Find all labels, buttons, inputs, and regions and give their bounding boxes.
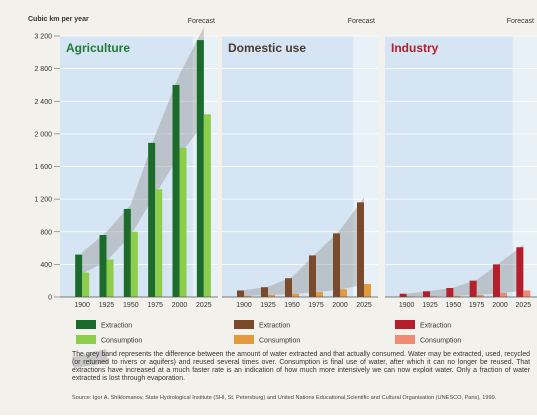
panel-title: Agriculture [66, 41, 130, 55]
x-tick-label: 2000 [172, 302, 188, 309]
legend-industry-consumption: Consumption [420, 338, 461, 345]
extraction-bar-1900 [237, 290, 244, 297]
consumption-bar-1975 [316, 292, 323, 297]
extraction-bar-1950 [446, 288, 454, 297]
y-tick-label: 3 200 [34, 34, 52, 41]
y-tick-label: 400 [40, 262, 52, 269]
x-tick-label: 1975 [147, 302, 163, 309]
panel-0: 1900 1925 1950 1975 2000 2025 Agriculture Forec… [60, 18, 218, 309]
legend-domestic-extraction: Extraction [259, 323, 290, 330]
consumption-bar-2025 [203, 114, 211, 297]
legend-swatch-agriculture-consumption [76, 335, 96, 344]
legend-swatch-agriculture-extraction [76, 320, 96, 329]
x-tick-label: 1925 [260, 302, 276, 309]
consumption-bar-1975 [476, 294, 484, 297]
consumption-bar-2000 [340, 289, 347, 297]
extraction-bar-1975 [309, 255, 316, 297]
legend-domestic-consumption: Consumption [259, 338, 300, 345]
extraction-bar-2000 [172, 84, 180, 297]
x-tick-label: 1950 [284, 302, 300, 309]
consumption-bar-1900 [244, 295, 251, 297]
grey-band-note: The grey band represents the difference … [72, 351, 530, 383]
consumption-bar-1950 [453, 295, 461, 297]
forecast-label: Forecast [348, 18, 375, 25]
y-tick-label: 1 600 [34, 164, 52, 171]
extraction-bar-2000 [493, 264, 500, 297]
x-tick-label: 2000 [492, 302, 508, 309]
grey-band-legend [72, 349, 108, 368]
x-tick-label: 2000 [332, 302, 348, 309]
y-tick-label: 2 800 [34, 66, 52, 73]
panel-1: 1900 1925 1950 1975 2000 2025 Domestic use Fore… [222, 18, 378, 309]
x-tick-label: 2025 [196, 302, 212, 309]
x-tick-label: 1925 [422, 302, 438, 309]
y-tick-label: 800 [40, 229, 52, 236]
legend-swatch-domestic-consumption [234, 335, 254, 344]
legend-agriculture-extraction: Extraction [101, 323, 132, 330]
x-tick-label: 1900 [399, 302, 415, 309]
extraction-bar-1900 [75, 254, 83, 297]
y-tick-label: 2 400 [34, 99, 52, 106]
x-tick-label: 1900 [236, 302, 252, 309]
consumption-bar-2025 [523, 290, 531, 297]
legend-industry-extraction: Extraction [420, 323, 451, 330]
x-tick-label: 1900 [74, 302, 90, 309]
extraction-bar-1900 [399, 293, 407, 297]
forecast-label: Forecast [507, 18, 534, 25]
legend-swatch-domestic-extraction [234, 320, 254, 329]
extraction-bar-1975 [469, 280, 477, 297]
legend-swatch-industry-extraction [395, 320, 415, 329]
extraction-bar-1925 [261, 287, 268, 297]
consumption-bar-2000 [500, 292, 507, 297]
y-tick-label: 0 [48, 295, 52, 302]
consumption-bar-2000 [179, 147, 187, 297]
panel-title: Industry [391, 41, 439, 55]
consumption-bar-2025 [364, 283, 371, 297]
consumption-bar-1925 [430, 296, 437, 297]
y-tick-label: 2 000 [34, 131, 52, 138]
consumption-bar-1950 [292, 293, 299, 297]
extraction-bar-2025 [516, 247, 524, 297]
x-tick-label: 1950 [446, 302, 462, 309]
source-note: Source: Igor A. Shiklomanov, State Hydro… [72, 395, 497, 401]
extraction-bar-2025 [357, 202, 364, 297]
x-tick-label: 2025 [356, 302, 372, 309]
x-tick-label: 1975 [469, 302, 485, 309]
legend-swatch-industry-consumption [395, 335, 415, 344]
extraction-bar-1925 [423, 291, 430, 297]
consumption-bar-1925 [106, 259, 114, 297]
extraction-bar-1925 [99, 235, 107, 297]
consumption-bar-1900 [82, 272, 90, 297]
extraction-bar-1975 [148, 142, 156, 297]
y-axis-label: Cubic km per year [28, 16, 89, 23]
x-tick-label: 1925 [99, 302, 115, 309]
x-tick-label: 1950 [123, 302, 139, 309]
x-tick-label: 1975 [308, 302, 324, 309]
extraction-bar-1950 [285, 278, 292, 297]
chart-panels: 1900 1925 1950 1975 2000 2025 Agriculture Forec… [60, 18, 537, 309]
y-tick-label: 1 200 [34, 197, 52, 204]
forecast-label: Forecast [188, 18, 215, 25]
extraction-bar-2000 [333, 233, 340, 297]
panel-2: 1900 1925 1950 1975 2000 2025 Industry Forecast [385, 18, 537, 309]
x-tick-label: 2025 [516, 302, 532, 309]
extraction-bar-2025 [196, 40, 204, 297]
legend: Extraction Consumption Extraction Consum… [72, 320, 461, 368]
legend-agriculture-consumption: Consumption [101, 338, 142, 345]
consumption-bar-1950 [130, 231, 138, 297]
consumption-bar-1975 [155, 189, 163, 297]
y-axis-ticks: 3 200 2 800 2 400 2 000 1 600 1 200 800 400 0 [34, 34, 60, 302]
consumption-bar-1925 [268, 294, 275, 297]
panel-title: Domestic use [228, 41, 306, 55]
extraction-bar-1950 [123, 208, 131, 297]
